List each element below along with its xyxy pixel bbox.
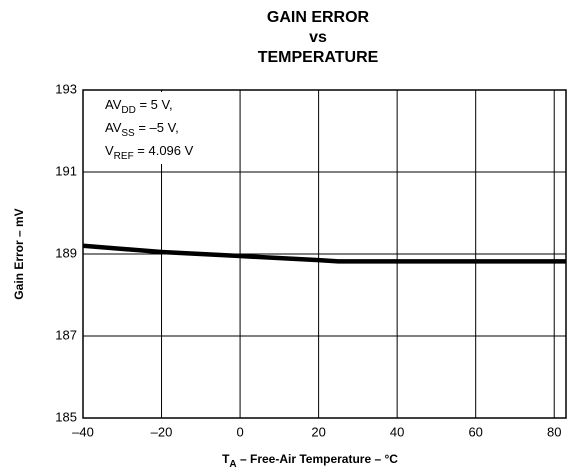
x-axis-label: TA – Free-Air Temperature – °C bbox=[222, 452, 398, 469]
annotation-rest: = –5 V, bbox=[135, 120, 179, 135]
x-tick-label: 80 bbox=[547, 424, 561, 439]
annotation-main: AV bbox=[105, 120, 122, 135]
plot-frame bbox=[82, 89, 567, 419]
annotation-sub: DD bbox=[121, 105, 135, 116]
annotation-rest: = 5 V, bbox=[136, 97, 173, 112]
annotation-rest: = 4.096 V bbox=[134, 143, 194, 158]
annotation-sub: SS bbox=[121, 128, 135, 139]
chart-title: TEMPERATURE bbox=[258, 49, 379, 66]
y-tick-label: 185 bbox=[55, 409, 77, 424]
chart-title: GAIN ERROR bbox=[267, 9, 370, 26]
annotation: AVSS = –5 V, bbox=[105, 120, 179, 138]
x-tick-label: –20 bbox=[151, 424, 173, 439]
annotation: VREF = 4.096 V bbox=[105, 143, 194, 161]
annotation-main: AV bbox=[105, 97, 122, 112]
x-tick-label: –40 bbox=[72, 424, 94, 439]
annotation-bg bbox=[85, 92, 235, 164]
chart-title: vs bbox=[309, 29, 327, 46]
annotation-main: V bbox=[105, 143, 114, 158]
y-tick-label: 189 bbox=[55, 245, 77, 260]
annotation-sub: REF bbox=[114, 151, 134, 162]
x-axis-label-sub: A bbox=[229, 459, 236, 470]
y-tick-label: 187 bbox=[55, 327, 77, 342]
x-tick-label: 60 bbox=[468, 424, 482, 439]
x-axis-label-rest: – Free-Air Temperature – °C bbox=[237, 452, 399, 466]
x-tick-label: 40 bbox=[390, 424, 404, 439]
data-line bbox=[82, 243, 566, 264]
x-axis-label-main: T bbox=[222, 452, 230, 466]
annotation: AVDD = 5 V, bbox=[105, 97, 173, 115]
y-tick-label: 191 bbox=[55, 163, 77, 178]
x-tick-label: 0 bbox=[236, 424, 243, 439]
x-tick-label: 20 bbox=[311, 424, 325, 439]
y-axis-label: Gain Error – mV bbox=[12, 208, 26, 299]
y-tick-label: 193 bbox=[55, 81, 77, 96]
